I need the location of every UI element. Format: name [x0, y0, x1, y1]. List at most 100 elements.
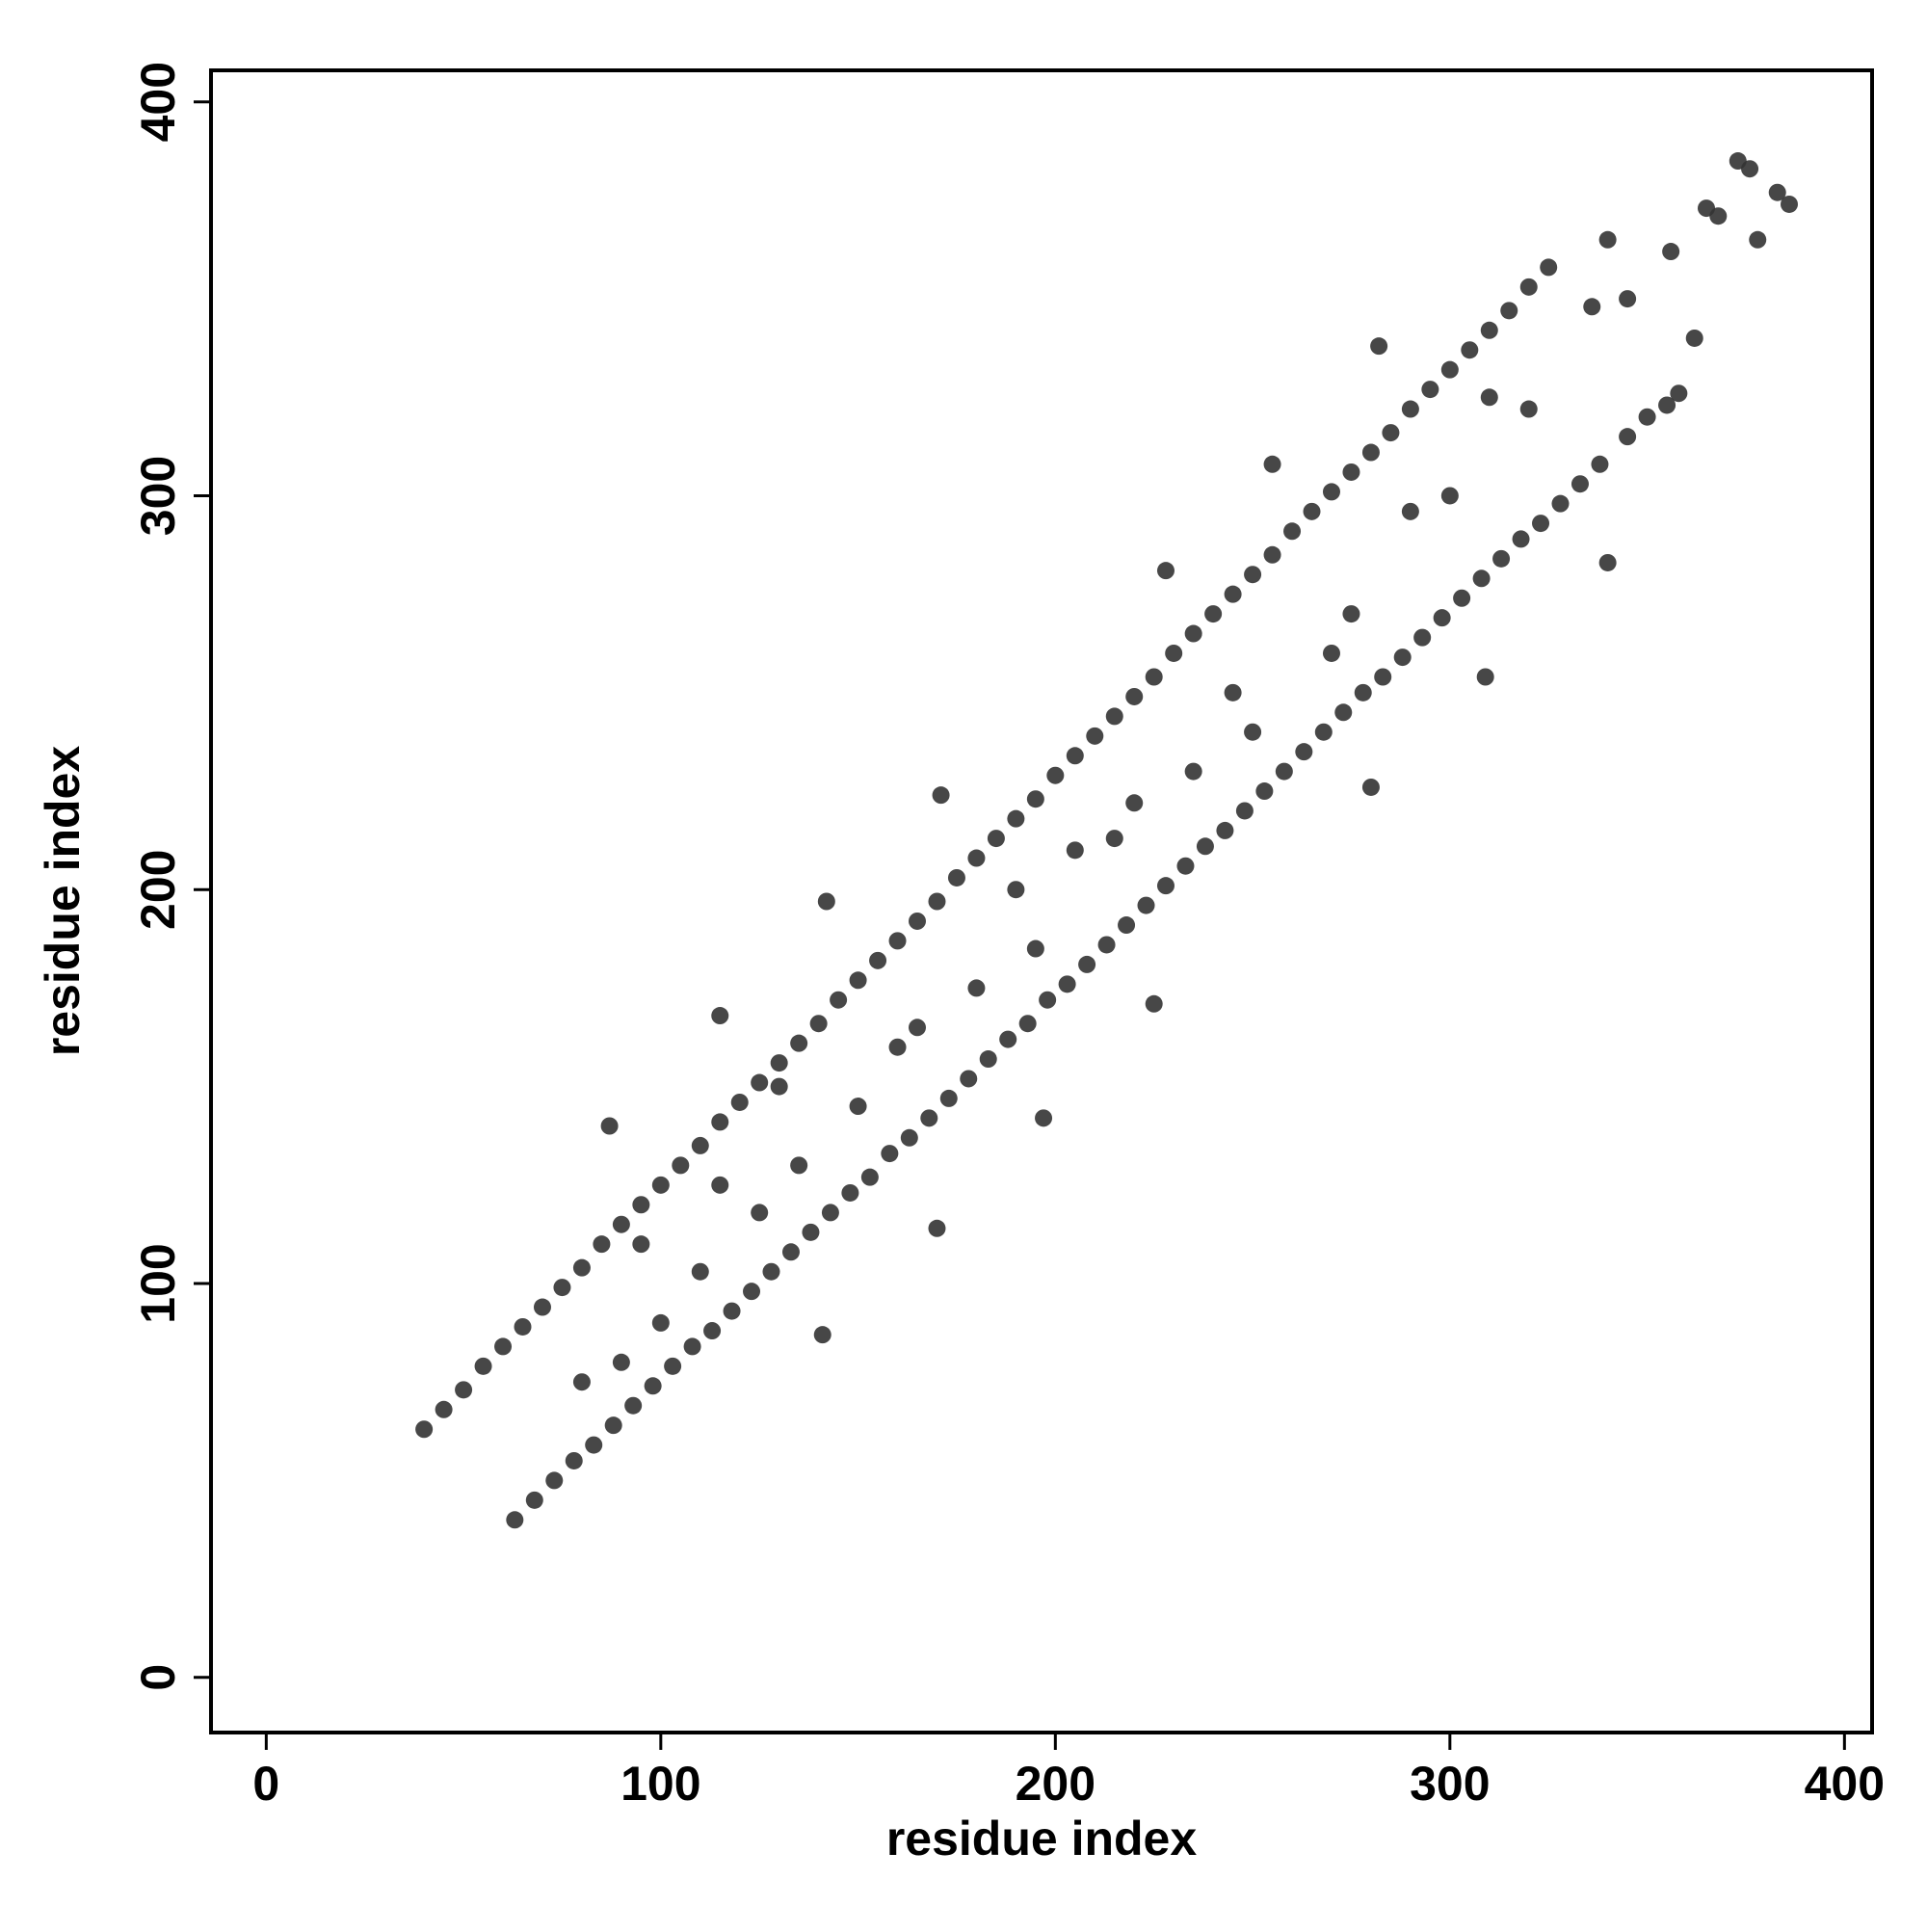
point — [1461, 341, 1479, 359]
point — [672, 1156, 690, 1175]
point — [900, 1128, 918, 1147]
point — [1370, 337, 1388, 356]
point — [691, 1136, 709, 1154]
point — [1196, 837, 1214, 856]
point — [928, 1219, 946, 1237]
point — [770, 1054, 788, 1072]
plot-frame — [209, 68, 1874, 1734]
point — [553, 1279, 571, 1297]
point — [691, 1262, 709, 1281]
point — [849, 971, 867, 990]
point — [881, 1145, 899, 1163]
point — [1598, 230, 1617, 249]
point — [1275, 762, 1293, 781]
point — [1224, 683, 1242, 701]
point — [1551, 494, 1570, 513]
point — [651, 1176, 670, 1194]
point — [939, 1089, 958, 1107]
point — [790, 1156, 808, 1175]
point — [1184, 762, 1202, 781]
point — [651, 1313, 670, 1332]
point — [817, 892, 835, 911]
point — [593, 1235, 611, 1254]
point — [1638, 408, 1656, 426]
point — [1156, 877, 1175, 895]
point — [1512, 530, 1530, 548]
point — [802, 1223, 820, 1241]
point — [1235, 802, 1254, 820]
point — [999, 1030, 1017, 1048]
point — [860, 1168, 879, 1186]
point — [1361, 778, 1380, 796]
point — [506, 1511, 524, 1529]
y-axis-label: residue index — [36, 746, 90, 1057]
point — [1125, 687, 1144, 705]
point — [624, 1396, 643, 1415]
point — [1401, 502, 1419, 520]
point — [888, 932, 907, 950]
point — [525, 1491, 543, 1509]
point — [1035, 1109, 1053, 1127]
point — [415, 1420, 434, 1439]
point — [545, 1471, 564, 1490]
point — [1216, 821, 1234, 839]
point — [1709, 207, 1728, 225]
point — [604, 1416, 622, 1435]
point — [932, 786, 950, 805]
point — [1184, 624, 1202, 643]
point — [1382, 424, 1400, 442]
point — [494, 1337, 513, 1356]
y-tick-label: 100 — [131, 1243, 185, 1323]
x-tick-label: 0 — [252, 1757, 279, 1811]
point — [1145, 668, 1163, 686]
point — [790, 1034, 808, 1052]
y-tick-label: 400 — [131, 62, 185, 142]
point — [967, 979, 986, 997]
point — [762, 1262, 780, 1281]
point — [572, 1258, 591, 1277]
point — [1263, 455, 1281, 473]
point — [1492, 549, 1511, 568]
point — [1145, 994, 1163, 1013]
point — [1598, 553, 1617, 571]
point — [585, 1436, 603, 1454]
point — [644, 1377, 662, 1395]
point — [1583, 298, 1601, 316]
point — [711, 1176, 729, 1194]
point — [1532, 515, 1550, 533]
point — [909, 1019, 927, 1037]
point — [841, 1183, 859, 1202]
point — [1007, 809, 1025, 828]
point — [612, 1353, 630, 1371]
y-tick-label: 200 — [131, 850, 185, 930]
point — [632, 1235, 650, 1254]
point — [1322, 483, 1340, 501]
point — [1480, 321, 1498, 339]
point — [920, 1109, 938, 1127]
point — [723, 1302, 741, 1320]
point — [1322, 644, 1340, 662]
point — [1295, 743, 1313, 761]
y-tick-label: 0 — [131, 1664, 185, 1691]
point — [770, 1077, 788, 1096]
point — [1058, 975, 1076, 993]
point — [1440, 487, 1459, 505]
point — [1342, 463, 1360, 481]
point — [1500, 302, 1518, 320]
point — [435, 1400, 453, 1418]
point — [565, 1451, 583, 1469]
point — [1670, 384, 1688, 403]
point — [1591, 455, 1609, 473]
point — [960, 1070, 978, 1088]
y-tick-label: 300 — [131, 456, 185, 536]
point — [1125, 794, 1144, 812]
point — [1283, 522, 1302, 541]
point — [1781, 195, 1799, 213]
point — [1255, 782, 1274, 801]
point — [1046, 766, 1065, 784]
point — [751, 1073, 769, 1092]
point — [600, 1117, 619, 1135]
point — [1472, 569, 1491, 588]
point — [1401, 400, 1419, 418]
point — [1314, 723, 1333, 741]
